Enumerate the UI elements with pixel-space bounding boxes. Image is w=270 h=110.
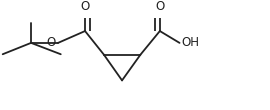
Text: OH: OH	[181, 36, 200, 49]
Text: O: O	[80, 0, 90, 13]
Text: O: O	[155, 0, 164, 13]
Text: O: O	[46, 36, 55, 49]
